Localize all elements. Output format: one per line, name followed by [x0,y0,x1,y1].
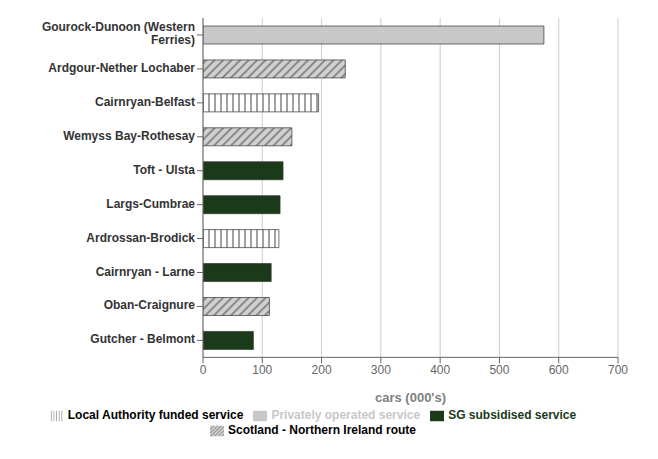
svg-text:cars (000's): cars (000's) [375,390,446,405]
svg-text:Cairnryan - Larne: Cairnryan - Larne [96,265,196,279]
svg-text:500: 500 [489,363,509,377]
svg-text:Cairnryan-Belfast: Cairnryan-Belfast [95,95,195,109]
svg-text:Gutcher - Belmont: Gutcher - Belmont [90,333,195,347]
svg-text:Gourock-Dunoon (WesternFerries: Gourock-Dunoon (WesternFerries) [42,21,195,48]
svg-text:400: 400 [430,363,450,377]
svg-text:600: 600 [549,363,569,377]
html-text:Scotland - Northern Ireland ro: Scotland - Northern Ireland route [228,423,416,438]
svg-text:0: 0 [200,363,207,377]
svg-text:Largs-Cumbrae: Largs-Cumbrae [106,197,195,211]
html-text:Privately operated service: Privately operated service [271,408,421,423]
svg-text:Ardrossan-Brodick: Ardrossan-Brodick [86,231,195,245]
svg-text:700: 700 [608,363,628,377]
svg-text:Toft - Ulsta: Toft - Ulsta [133,163,195,177]
svg-text:Wemyss Bay-Rothesay: Wemyss Bay-Rothesay [63,129,195,143]
svg-text:Ardgour-Nether Lochaber: Ardgour-Nether Lochaber [48,61,195,75]
svg-text:Oban-Craignure: Oban-Craignure [104,299,196,313]
svg-text:200: 200 [312,363,332,377]
svg-text:100: 100 [252,363,272,377]
html-text:SG subsidised service: SG subsidised service [448,408,577,423]
html-text:Local Authority funded service: Local Authority funded service [67,408,244,423]
svg-text:300: 300 [371,363,391,377]
